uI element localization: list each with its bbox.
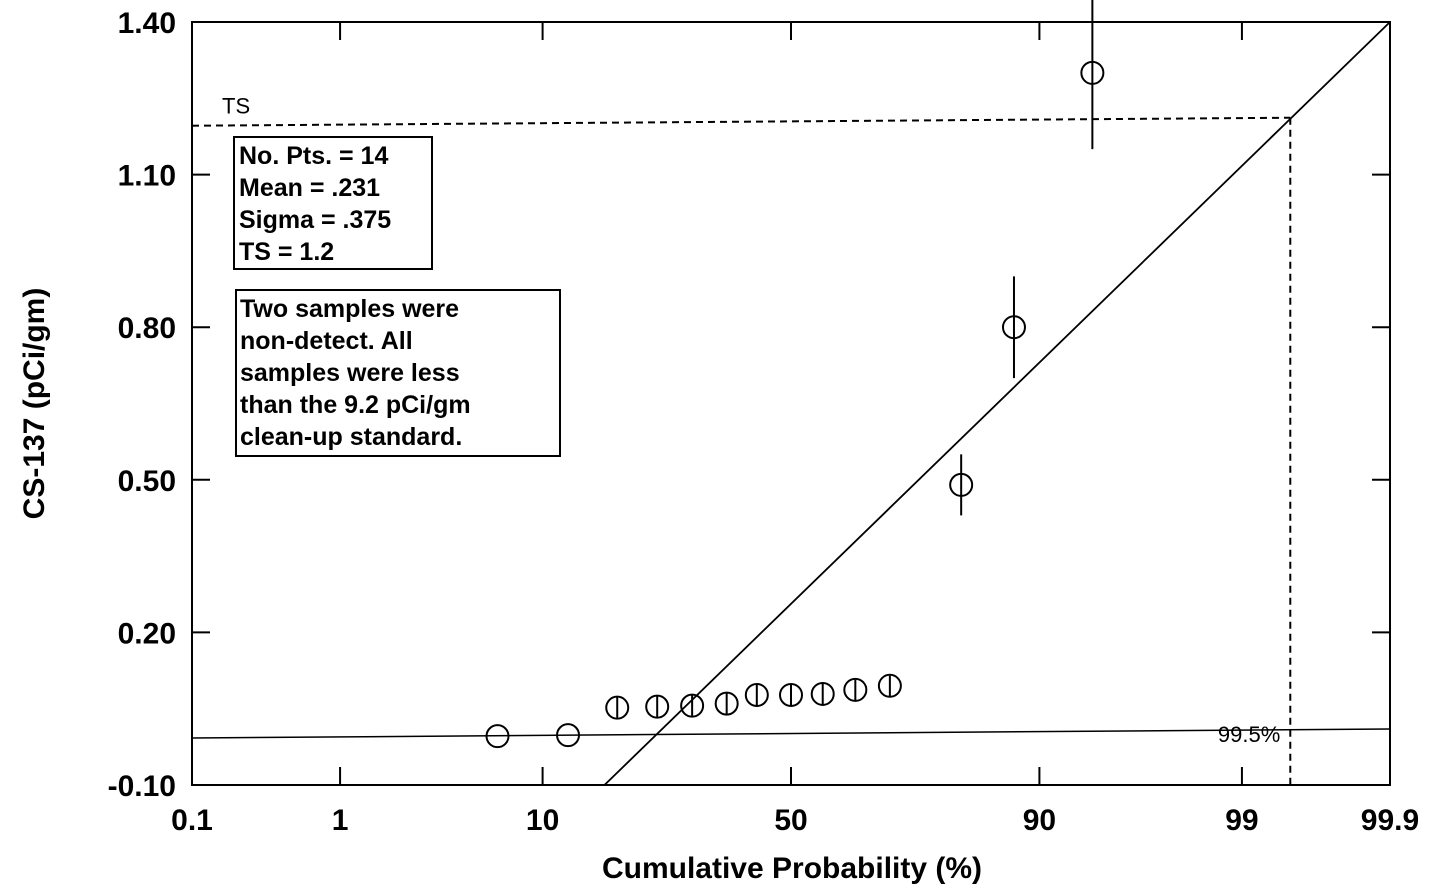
data-point [843,677,868,702]
x-tick-label: 50 [774,804,807,837]
y-tick-label: 0.80 [118,312,176,345]
point-marker [744,682,769,707]
stat-mean: Mean = .231 [239,174,381,202]
data-point [714,691,739,716]
fit-line [603,21,1391,786]
point-marker [714,691,739,716]
data-point [779,682,803,707]
point-marker [556,723,581,748]
stat-sigma: Sigma = .375 [239,206,392,234]
note-line: than the 9.2 pCi/gm [240,391,471,419]
y-tick-label: -0.10 [108,770,176,803]
confidence-line [191,728,1391,739]
note-box: Two samples were non-detect. All samples… [235,289,561,457]
point-marker [949,472,974,497]
point-marker [485,724,510,749]
note-line: non-detect. All [240,327,413,355]
data-point [1080,0,1105,150]
data-point [556,723,581,748]
note-line: samples were less [240,359,460,387]
point-marker [1001,315,1026,340]
x-tick-label: 10 [526,804,559,837]
confidence-label: 99.5% [1218,722,1280,747]
data-point [1001,276,1026,379]
x-tick-label: 90 [1023,804,1056,837]
point-marker [605,695,630,720]
point-marker [779,682,803,707]
statistics-box: No. Pts. = 14 Mean = .231 Sigma = .375 T… [233,136,433,270]
x-axis-title: Cumulative Probability (%) [602,852,982,885]
point-marker [843,677,868,702]
point-marker [680,693,705,718]
note-line: clean-up standard. [240,423,463,451]
point-marker [877,673,902,698]
x-tick-label: 0.1 [171,804,213,837]
y-tick-label: 0.50 [118,465,176,498]
x-tick-label: 1 [332,804,349,837]
data-point [645,694,670,719]
data-point [605,695,630,720]
point-marker [810,681,835,706]
y-axis-title: CS-137 (pCi/gm) [18,288,51,520]
data-point [485,724,510,749]
y-tick-label: 0.20 [118,617,176,650]
data-point [877,673,902,698]
data-point [680,693,705,718]
point-marker [1080,60,1105,85]
x-tick-label: 99.9 [1361,804,1419,837]
data-point [949,454,974,516]
y-tick-label: 1.10 [118,160,176,193]
y-tick-label: 1.40 [118,7,176,40]
note-line: Two samples were [240,295,460,323]
data-point [744,682,769,707]
ts-label: TS [222,94,250,119]
ts-line [191,116,1291,127]
stat-count: No. Pts. = 14 [239,142,389,170]
x-tick-label: 99 [1225,804,1258,837]
stat-ts: TS = 1.2 [239,238,335,266]
data-point [810,681,835,706]
point-marker [645,694,670,719]
